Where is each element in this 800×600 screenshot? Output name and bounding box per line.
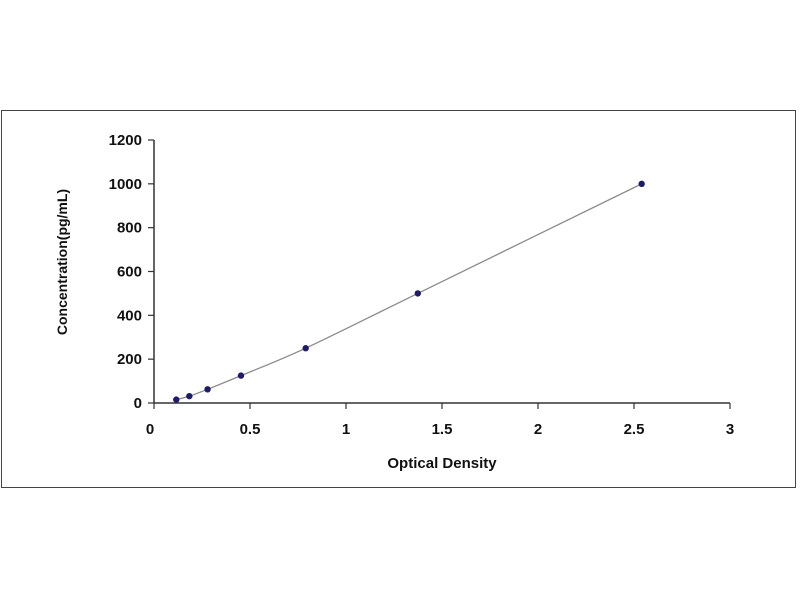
chart-frame <box>1 110 796 488</box>
x-tick-label: 2.5 <box>624 421 645 438</box>
data-point <box>414 290 422 297</box>
x-tick-label: 0.5 <box>240 421 261 438</box>
data-point <box>302 345 309 352</box>
y-tick-label: 400 <box>117 307 142 324</box>
trendline <box>176 183 642 401</box>
x-tick-label: 3 <box>726 421 734 438</box>
y-tick-label: 600 <box>117 264 142 281</box>
data-point <box>186 392 193 400</box>
data-point <box>204 386 211 393</box>
x-tick-label: 2 <box>534 421 542 438</box>
y-tick-label: 200 <box>117 351 142 368</box>
x-tick-label: 1.5 <box>432 421 453 438</box>
x-tick-label: 1 <box>342 421 350 438</box>
x-axis-label: Optical Density <box>387 455 497 472</box>
y-tick-label: 800 <box>117 220 142 237</box>
y-tick-label: 0 <box>134 395 142 412</box>
data-point <box>638 180 645 188</box>
x-tick-label: 0 <box>146 421 154 438</box>
y-tick-label: 1200 <box>109 132 142 149</box>
y-axis-label: Concentration(pg/mL) <box>54 189 70 335</box>
data-point <box>173 396 180 403</box>
y-tick-label: 1000 <box>109 176 142 193</box>
data-point <box>237 372 245 379</box>
